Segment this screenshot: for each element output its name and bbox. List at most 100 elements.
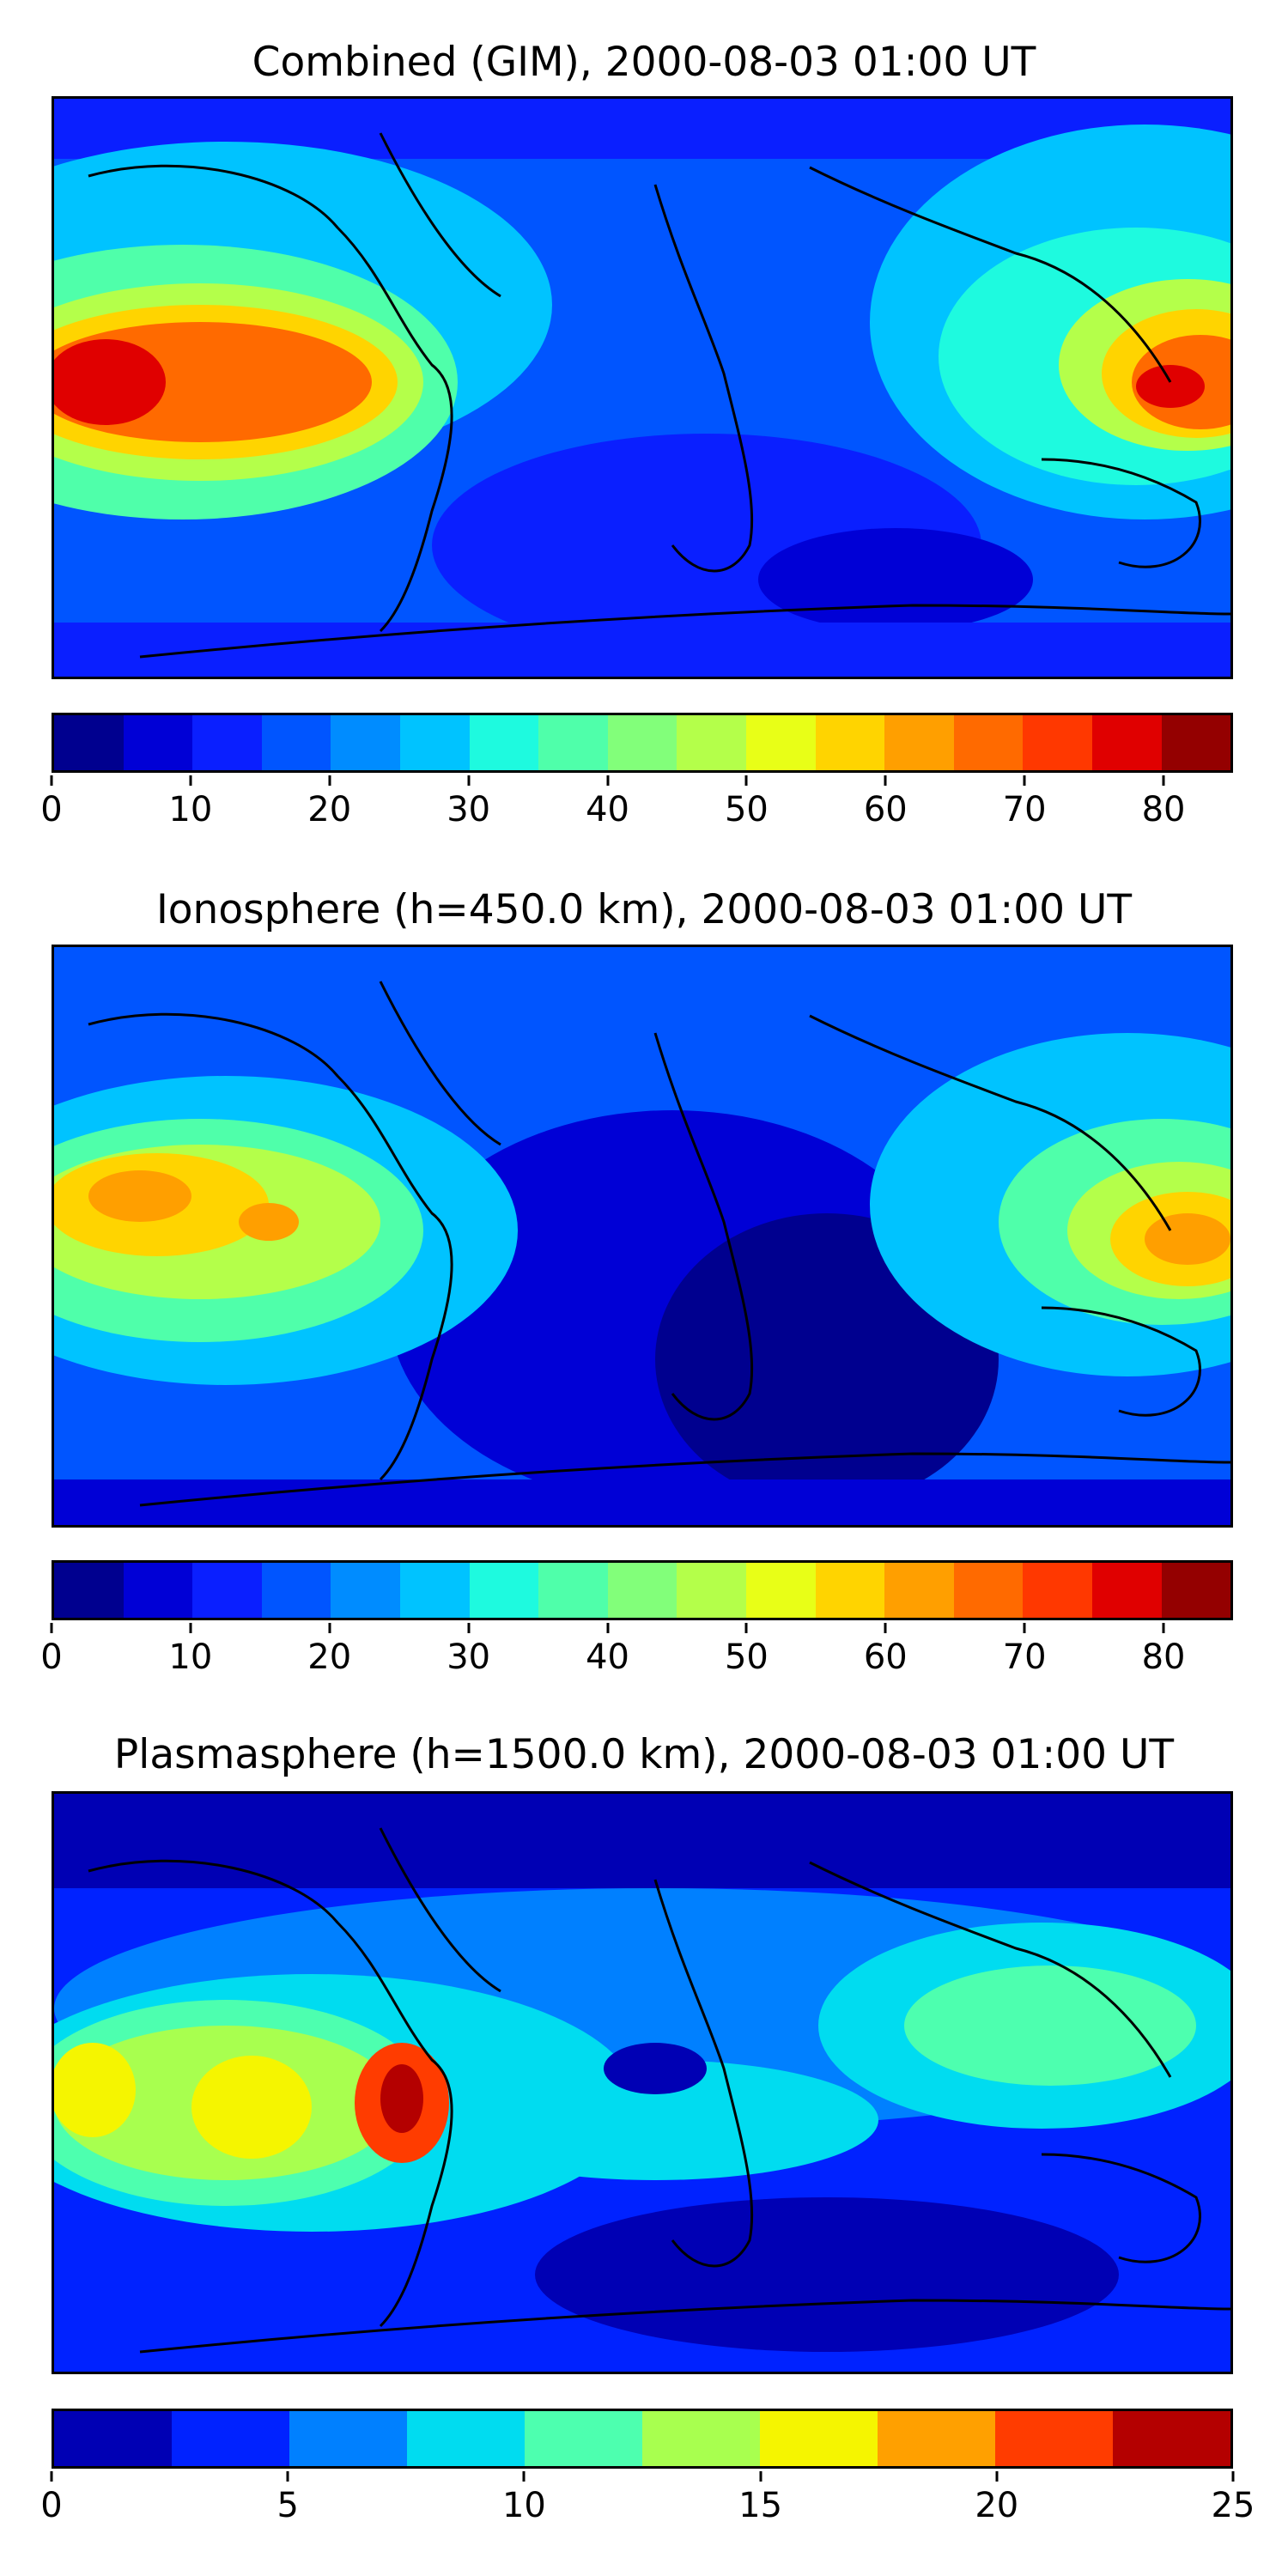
colorbar-tick-mark xyxy=(467,1623,471,1633)
colorbar-segment xyxy=(815,715,885,770)
map-title: Combined (GIM), 2000-08-03 01:00 UT xyxy=(252,39,1036,86)
colorbar-segment xyxy=(399,1563,470,1618)
colorbar-tick-label: 40 xyxy=(586,1637,629,1677)
colorbar xyxy=(52,713,1233,773)
colorbar-tick-mark xyxy=(606,775,610,786)
colorbar-tick-mark xyxy=(328,775,331,786)
colorbar-tick-label: 50 xyxy=(724,1637,769,1677)
colorbar-segment xyxy=(261,1563,331,1618)
colorbar-tick-mark xyxy=(1023,775,1026,786)
tec-map xyxy=(52,1791,1233,2374)
colorbar-tick-mark xyxy=(50,2471,53,2482)
colorbar-segment xyxy=(760,2411,878,2466)
colorbar-tick-label: 10 xyxy=(501,2486,546,2525)
colorbar-segment xyxy=(1091,715,1162,770)
colorbar-tick-mark xyxy=(467,775,471,786)
colorbar-segment xyxy=(953,715,1024,770)
colorbar-ticks: 0 10 20 30 40 50 60 70 80 xyxy=(40,775,1233,829)
colorbar-tick-mark xyxy=(50,1623,53,1633)
colorbar-tick-mark xyxy=(606,1623,610,1633)
map-title: Ionosphere (h=450.0 km), 2000-08-03 01:0… xyxy=(155,886,1133,933)
colorbar-segment xyxy=(1091,1563,1162,1618)
colorbar-tick-label: 25 xyxy=(1211,2486,1255,2525)
colorbar-tick-mark xyxy=(328,1623,331,1633)
colorbar-segment xyxy=(54,715,124,770)
colorbar-segment xyxy=(192,715,262,770)
colorbar-segment xyxy=(261,715,331,770)
colorbar-segment xyxy=(677,1563,746,1618)
colorbar-segment xyxy=(54,1563,124,1618)
colorbar-segment xyxy=(54,2411,172,2466)
colorbar-segment xyxy=(538,715,608,770)
colorbar-segment xyxy=(745,1563,816,1618)
colorbar-tick-label: 30 xyxy=(447,790,491,829)
colorbar-tick-mark xyxy=(1162,775,1165,786)
colorbar-tick-label: 60 xyxy=(863,1637,908,1677)
colorbar-segment xyxy=(331,1563,400,1618)
colorbar-segment xyxy=(878,2411,995,2466)
colorbar-tick-label: 80 xyxy=(1141,790,1186,829)
colorbar-segment xyxy=(1023,715,1092,770)
colorbar-tick-mark xyxy=(744,1623,748,1633)
colorbar-tick-label: 10 xyxy=(168,790,213,829)
colorbar-segment xyxy=(407,2411,525,2466)
colorbar-tick-label: 60 xyxy=(863,790,908,829)
colorbar-tick-label: 0 xyxy=(40,790,63,829)
tec-map xyxy=(52,945,1233,1528)
colorbar xyxy=(52,2409,1233,2469)
colorbar-tick-mark xyxy=(189,1623,192,1633)
colorbar-tick-mark xyxy=(759,2471,762,2482)
colorbar-tick-mark xyxy=(189,775,192,786)
colorbar-segment xyxy=(1023,1563,1092,1618)
colorbar-segment xyxy=(642,2411,760,2466)
colorbar-segment xyxy=(884,715,954,770)
colorbar-segment xyxy=(745,715,816,770)
colorbar-segment xyxy=(607,1563,677,1618)
colorbar-tick-mark xyxy=(884,775,887,786)
colorbar-segment xyxy=(469,1563,539,1618)
colorbar-tick-mark xyxy=(995,2471,999,2482)
colorbar-segment xyxy=(884,1563,954,1618)
colorbar-ticks: 0 10 20 30 40 50 60 70 80 xyxy=(40,1623,1233,1677)
colorbar-segment xyxy=(538,1563,608,1618)
colorbar-tick-label: 20 xyxy=(975,2486,1019,2525)
colorbar-tick-label: 70 xyxy=(1002,1637,1047,1677)
colorbar-tick-label: 50 xyxy=(724,790,769,829)
colorbar-segment xyxy=(469,715,539,770)
colorbar-tick-mark xyxy=(1231,2471,1235,2482)
colorbar-segment xyxy=(1161,1563,1231,1618)
colorbar-segment xyxy=(1161,715,1231,770)
colorbar-segment xyxy=(399,715,470,770)
colorbar-tick-label: 10 xyxy=(168,1637,213,1677)
colorbar-tick-label: 20 xyxy=(307,1637,352,1677)
colorbar-tick-label: 0 xyxy=(40,2486,63,2525)
colorbar-tick-mark xyxy=(522,2471,526,2482)
colorbar-tick-label: 0 xyxy=(40,1637,63,1677)
colorbar-segment xyxy=(607,715,677,770)
colorbar-tick-label: 30 xyxy=(447,1637,491,1677)
colorbar-segment xyxy=(995,2411,1113,2466)
colorbar-segment xyxy=(123,1563,193,1618)
colorbar-tick-mark xyxy=(286,2471,289,2482)
colorbar-segment xyxy=(677,715,746,770)
colorbar-tick-mark xyxy=(50,775,53,786)
colorbar-ticks: 0 5 10 15 20 25 xyxy=(40,2471,1255,2525)
colorbar-tick-label: 5 xyxy=(276,2486,299,2525)
colorbar-tick-mark xyxy=(1023,1623,1026,1633)
colorbar-segment xyxy=(953,1563,1024,1618)
map-title: Plasmasphere (h=1500.0 km), 2000-08-03 0… xyxy=(113,1731,1175,1778)
colorbar-tick-label: 20 xyxy=(307,790,352,829)
colorbar-segment xyxy=(1113,2411,1230,2466)
colorbar-segment xyxy=(172,2411,289,2466)
colorbar xyxy=(52,1560,1233,1620)
colorbar-tick-mark xyxy=(1162,1623,1165,1633)
tec-map xyxy=(52,96,1233,679)
colorbar-segment xyxy=(123,715,193,770)
colorbar-segment xyxy=(815,1563,885,1618)
colorbar-tick-mark xyxy=(744,775,748,786)
colorbar-segment xyxy=(525,2411,642,2466)
colorbar-tick-label: 80 xyxy=(1141,1637,1186,1677)
colorbar-tick-label: 40 xyxy=(586,790,629,829)
colorbar-segment xyxy=(289,2411,407,2466)
colorbar-tick-label: 70 xyxy=(1002,790,1047,829)
